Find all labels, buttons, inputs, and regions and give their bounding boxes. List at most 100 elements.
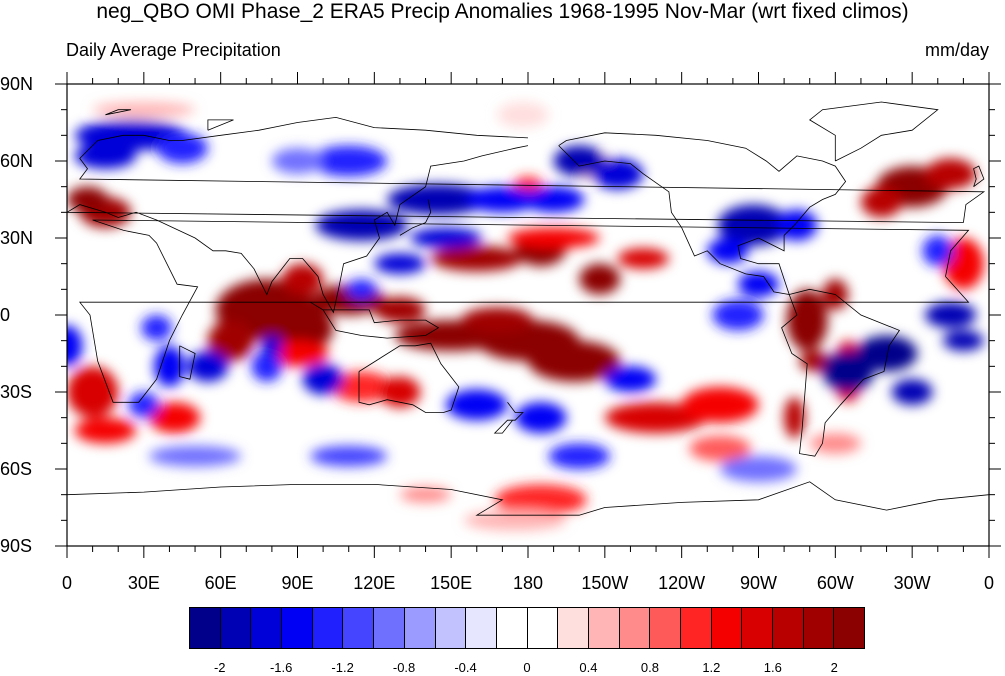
positive-anomaly-region [579,263,621,295]
positive-anomaly-region [617,248,669,269]
positive-anomaly-region [74,417,137,444]
lon-tick-label: 150E [430,573,473,593]
negative-anomaly-region [712,299,764,331]
lon-tick-label: 90E [281,573,314,593]
lat-tick-label: 90N [0,74,34,94]
anomaly-contours [67,101,984,531]
colorbar-tick-label: -0.8 [392,660,416,675]
precip-anomaly-map [55,72,1001,558]
negative-anomaly-region [387,184,490,215]
negative-anomaly-region [156,132,208,164]
negative-anomaly-region [261,335,283,357]
positive-anomaly-region [374,297,426,323]
positive-anomaly-region [379,376,421,408]
negative-anomaly-region [717,204,790,246]
lat-tick-label: 30N [0,228,34,248]
positive-anomaly-region [784,397,805,439]
negative-anomaly-region [707,238,749,264]
positive-anomaly-region [497,101,549,128]
positive-anomaly-region [689,435,751,462]
colorbar-tick-label: 1.6 [763,660,782,675]
colorbar-tick-label: 0.4 [579,660,598,675]
lon-tick-label: 0 [983,573,994,593]
positive-anomaly-region [494,484,587,516]
positive-anomaly-region [924,158,977,190]
coastline-segment [67,145,964,314]
colorbar-box [588,608,620,648]
colorbar-tick-label: -1.2 [331,660,354,675]
colorbar-tick-label: -1.6 [269,660,293,675]
colorbar-box [773,608,804,648]
negative-anomaly-region [942,330,984,351]
axis-ticks [55,72,1001,558]
colorbar-box [404,608,436,648]
colorbar-tick-label: 2 [830,660,838,675]
negative-anomaly-region [74,143,137,169]
lon-tick-label: 120E [353,573,396,593]
negative-anomaly-region [148,445,242,467]
negative-anomaly-region [187,350,229,382]
colorbar [189,607,865,649]
positive-anomaly-region [92,101,196,118]
coastline-segment [558,132,847,296]
lat-tick-label: 60S [0,459,33,479]
chart-subtitle-variable: Daily Average Precipitation [66,40,281,60]
coastline-segment [781,288,901,457]
lon-tick-label: 150W [581,573,629,593]
colorbar-box [374,608,405,648]
coastlines [67,101,989,516]
positive-anomaly-region [461,307,534,333]
negative-anomaly-region [604,366,657,392]
negative-anomaly-region [446,389,508,421]
positive-anomaly-region [330,371,393,403]
lon-tick-label: 60W [816,573,854,593]
lon-tick-label: 30W [893,573,931,593]
lat-tick-label: 0 [0,305,11,325]
negative-anomaly-region [128,392,160,418]
coastline-segment [105,109,132,116]
colorbar-box [558,608,589,648]
coastline-segment [179,345,196,380]
positive-anomaly-region [604,402,708,434]
positive-anomaly-region [399,486,452,503]
negative-anomaly-region [374,253,426,274]
positive-anomaly-region [282,263,324,295]
negative-anomaly-region [67,325,83,367]
lat-tick-label: 60N [0,151,34,171]
lon-tick-label: 90W [739,573,777,593]
coastline-segment [310,301,440,339]
lat-tick-label: 30S [0,382,33,402]
coastline-segment [79,116,986,223]
negative-anomaly-region [922,235,954,267]
colorbar-box [343,608,375,648]
colorbar-box [803,608,835,648]
colorbar-box [742,608,774,648]
negative-anomaly-region [548,443,610,469]
colorbar-box [650,608,681,648]
colorbar-box [711,608,743,648]
positive-anomaly-region [860,186,902,218]
negative-anomaly-region [466,186,539,213]
negative-anomaly-region [141,315,173,341]
anomaly-field [67,101,984,531]
positive-anomaly-region [430,245,523,272]
positive-anomaly-region [786,289,828,351]
chart-title: neg_QBO OMI Phase_2 ERA5 Precip Anomalie… [96,0,909,23]
positive-anomaly-region [463,510,567,531]
colorbar-tick-label: -2 [213,660,226,675]
negative-anomaly-region [720,456,797,482]
colorbar-box [496,608,528,648]
negative-anomaly-region [515,402,567,434]
colorbar-box [466,608,497,648]
positive-anomaly-region [809,433,861,454]
negative-anomaly-region [315,209,408,241]
negative-anomaly-region [271,148,324,174]
coastline-segment [399,199,432,236]
colorbar-box [282,608,313,648]
negative-anomaly-region [251,350,283,382]
coastline-segment [67,481,989,516]
negative-anomaly-region [154,345,185,387]
positive-anomaly-region [148,402,201,434]
colorbar-tick-label: 0.8 [640,660,659,675]
colorbar-box [834,608,865,648]
